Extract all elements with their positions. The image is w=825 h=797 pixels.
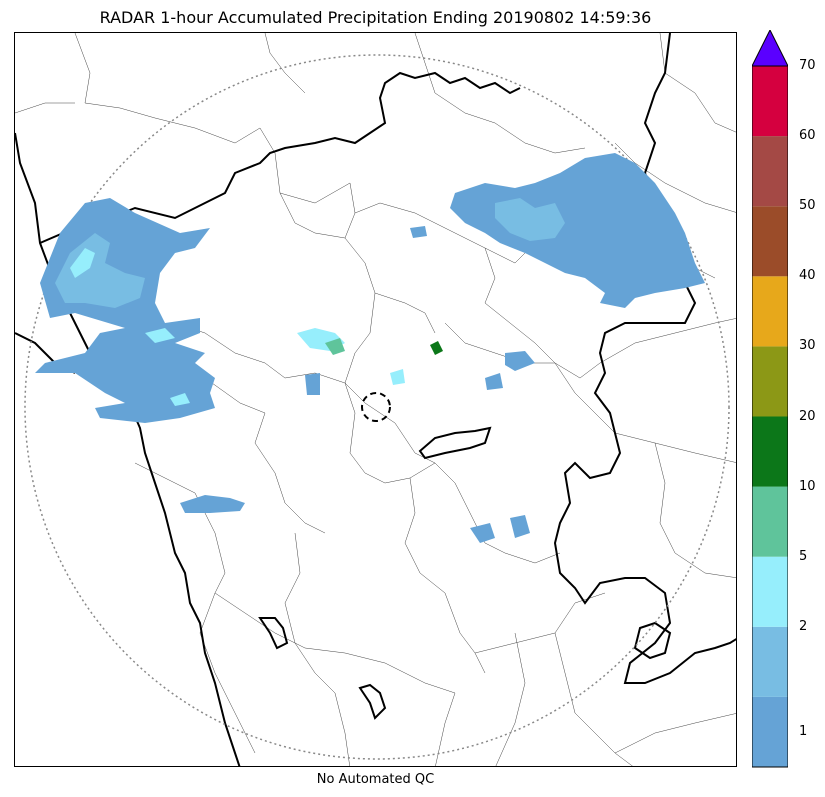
precipitation-areas xyxy=(35,153,705,543)
precip-west-heavy xyxy=(70,248,95,278)
map-canvas xyxy=(15,33,736,766)
precip-se2 xyxy=(510,515,530,538)
precip-c1 xyxy=(305,373,320,395)
colorbar-tick-label: 2 xyxy=(799,618,808,634)
colorbar-tick-label: 1 xyxy=(799,723,808,739)
colorbar-band xyxy=(752,206,788,277)
colorbar-tick-label: 5 xyxy=(799,548,808,564)
colorbar-band xyxy=(752,556,788,627)
radar-range-ring xyxy=(24,54,730,760)
qc-note: No Automated QC xyxy=(316,772,435,787)
colorbar-band xyxy=(752,136,788,207)
plot-title: RADAR 1-hour Accumulated Precipitation E… xyxy=(99,8,652,27)
precip-west-heavy3 xyxy=(170,393,190,406)
precip-ne-medium xyxy=(495,198,565,241)
precip-sw-light xyxy=(180,495,245,513)
precip-c8 xyxy=(410,226,427,238)
colorbar-tick-label: 10 xyxy=(799,478,816,494)
precip-west-medium xyxy=(55,233,145,308)
colorbar-tick-label: 20 xyxy=(799,408,816,424)
colorbar-band xyxy=(752,346,788,417)
radar-site-marker xyxy=(361,392,391,422)
colorbar-band xyxy=(752,696,788,767)
precip-se1 xyxy=(470,523,495,543)
colorbar-band xyxy=(752,416,788,487)
colorbar-tick-label: 60 xyxy=(799,128,816,144)
precip-c2 xyxy=(485,373,503,390)
precip-c6 xyxy=(430,341,443,355)
colorbar-tick-label: 70 xyxy=(799,58,816,73)
precip-c5 xyxy=(325,338,345,355)
precip-west-heavy2 xyxy=(145,328,175,343)
radar-map xyxy=(14,32,737,767)
district-borders xyxy=(15,33,736,766)
colorbar-tick-label: 30 xyxy=(799,338,816,354)
colorbar xyxy=(752,30,788,768)
colorbar-tick-label: 50 xyxy=(799,198,816,214)
precip-ne-light xyxy=(450,153,705,308)
state-borders xyxy=(15,33,736,766)
colorbar-band xyxy=(752,486,788,557)
precip-c3 xyxy=(505,351,535,371)
colorbar-band xyxy=(752,626,788,697)
colorbar-band xyxy=(752,66,788,137)
colorbar-extend-arrow xyxy=(752,30,788,67)
colorbar-tick-label: 40 xyxy=(799,268,816,284)
precip-west-light xyxy=(35,198,215,423)
precip-c7 xyxy=(390,369,405,385)
colorbar-band xyxy=(752,276,788,347)
